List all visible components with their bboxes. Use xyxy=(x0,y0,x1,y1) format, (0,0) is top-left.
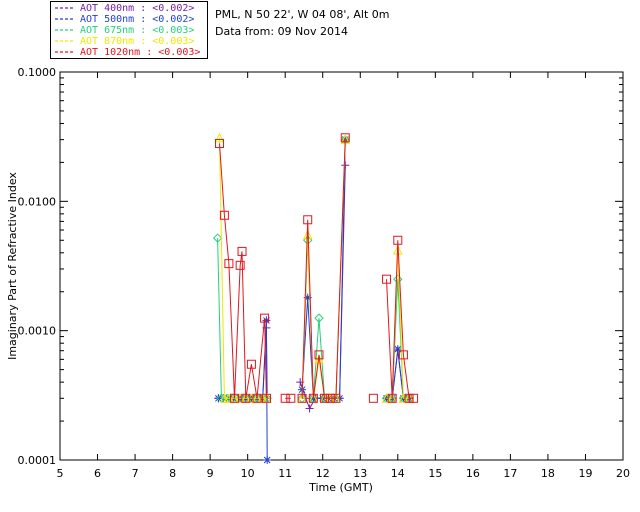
x-axis: 5 6 7 8 9 10 11 12 13 14 15 16 17 18 19 20 xyxy=(57,72,630,480)
data-point xyxy=(325,393,335,403)
series-1 xyxy=(214,135,414,464)
data-point xyxy=(237,246,247,256)
data-point xyxy=(214,132,225,143)
data-point xyxy=(219,210,229,220)
x-tick-label: 12 xyxy=(316,467,330,480)
data-point xyxy=(246,359,256,369)
series-line xyxy=(301,139,346,399)
x-tick-label: 7 xyxy=(132,467,139,480)
series-0 xyxy=(214,161,414,413)
plot-frame xyxy=(59,71,624,461)
data-point xyxy=(314,350,324,360)
x-tick-label: 18 xyxy=(541,467,555,480)
data-point xyxy=(331,393,341,403)
data-point xyxy=(409,393,419,403)
x-axis-title: Time (GMT) xyxy=(308,481,373,494)
data-point xyxy=(314,313,324,323)
legend-label: AOT 500nm : <0.002> xyxy=(80,14,194,25)
x-tick-label: 19 xyxy=(578,467,592,480)
data-point xyxy=(297,393,307,403)
data-point xyxy=(305,404,314,413)
series-4 xyxy=(215,133,419,403)
legend-box xyxy=(50,1,208,59)
y-tick-label: 0.0010 xyxy=(18,325,57,338)
data-point xyxy=(212,233,223,243)
y-tick-label: 0.0100 xyxy=(18,195,57,208)
data-point xyxy=(398,350,408,360)
date-info: Data from: 09 Nov 2014 xyxy=(215,25,348,38)
x-tick-label: 9 xyxy=(207,467,214,480)
data-point xyxy=(393,274,403,284)
y-tick-label: 0.0001 xyxy=(18,454,57,467)
data-point xyxy=(387,393,397,403)
x-tick-label: 11 xyxy=(278,467,292,480)
legend: AOT 400nm : <0.002>AOT 500nm : <0.002>AO… xyxy=(55,3,200,58)
data-point xyxy=(393,235,403,245)
data-point xyxy=(382,274,392,284)
data-point xyxy=(214,394,223,403)
x-tick-label: 16 xyxy=(466,467,480,480)
x-tick-label: 14 xyxy=(391,467,405,480)
x-tick-label: 5 xyxy=(57,467,64,480)
data-point xyxy=(230,393,240,403)
series-line xyxy=(218,320,268,461)
data-point xyxy=(235,260,245,270)
x-tick-label: 6 xyxy=(94,467,101,480)
series-line xyxy=(386,279,410,399)
legend-label: AOT 675nm : <0.003> xyxy=(80,25,194,36)
x-tick-label: 13 xyxy=(353,467,367,480)
data-point xyxy=(303,215,313,225)
site-info: PML, N 50 22', W 04 08', Alt 0m xyxy=(215,8,389,21)
y-tick-label: 0.1000 xyxy=(18,66,57,79)
x-tick-label: 20 xyxy=(616,467,630,480)
legend-label: AOT 870nm : <0.003> xyxy=(80,36,194,47)
data-point xyxy=(320,393,330,403)
x-tick-label: 17 xyxy=(503,467,517,480)
data-point xyxy=(241,393,251,403)
data-point xyxy=(302,229,313,240)
data-point xyxy=(340,133,350,143)
series-layer xyxy=(212,132,419,464)
data-point xyxy=(286,393,296,403)
data-point xyxy=(280,393,290,403)
y-axis-title: Imaginary Part of Refractive Index xyxy=(6,172,19,360)
x-tick-label: 8 xyxy=(169,467,176,480)
data-point xyxy=(260,313,270,323)
data-point xyxy=(368,393,378,403)
x-tick-label: 15 xyxy=(428,467,442,480)
legend-label: AOT 400nm : <0.002> xyxy=(80,3,194,14)
data-point xyxy=(393,345,402,354)
data-point xyxy=(262,316,271,325)
y-axis: 0.0001 0.0010 0.0100 0.1000 xyxy=(18,66,623,467)
data-point xyxy=(263,456,272,464)
x-tick-label: 10 xyxy=(241,467,255,480)
data-point xyxy=(215,139,225,149)
legend-label: AOT 1020nm : <0.003> xyxy=(80,47,200,58)
data-point xyxy=(303,293,312,302)
data-point xyxy=(261,393,271,403)
series-line xyxy=(301,137,346,399)
series-line xyxy=(219,143,267,399)
data-point xyxy=(224,259,234,269)
data-point xyxy=(252,393,262,403)
data-point xyxy=(308,393,318,403)
data-point xyxy=(404,393,414,403)
